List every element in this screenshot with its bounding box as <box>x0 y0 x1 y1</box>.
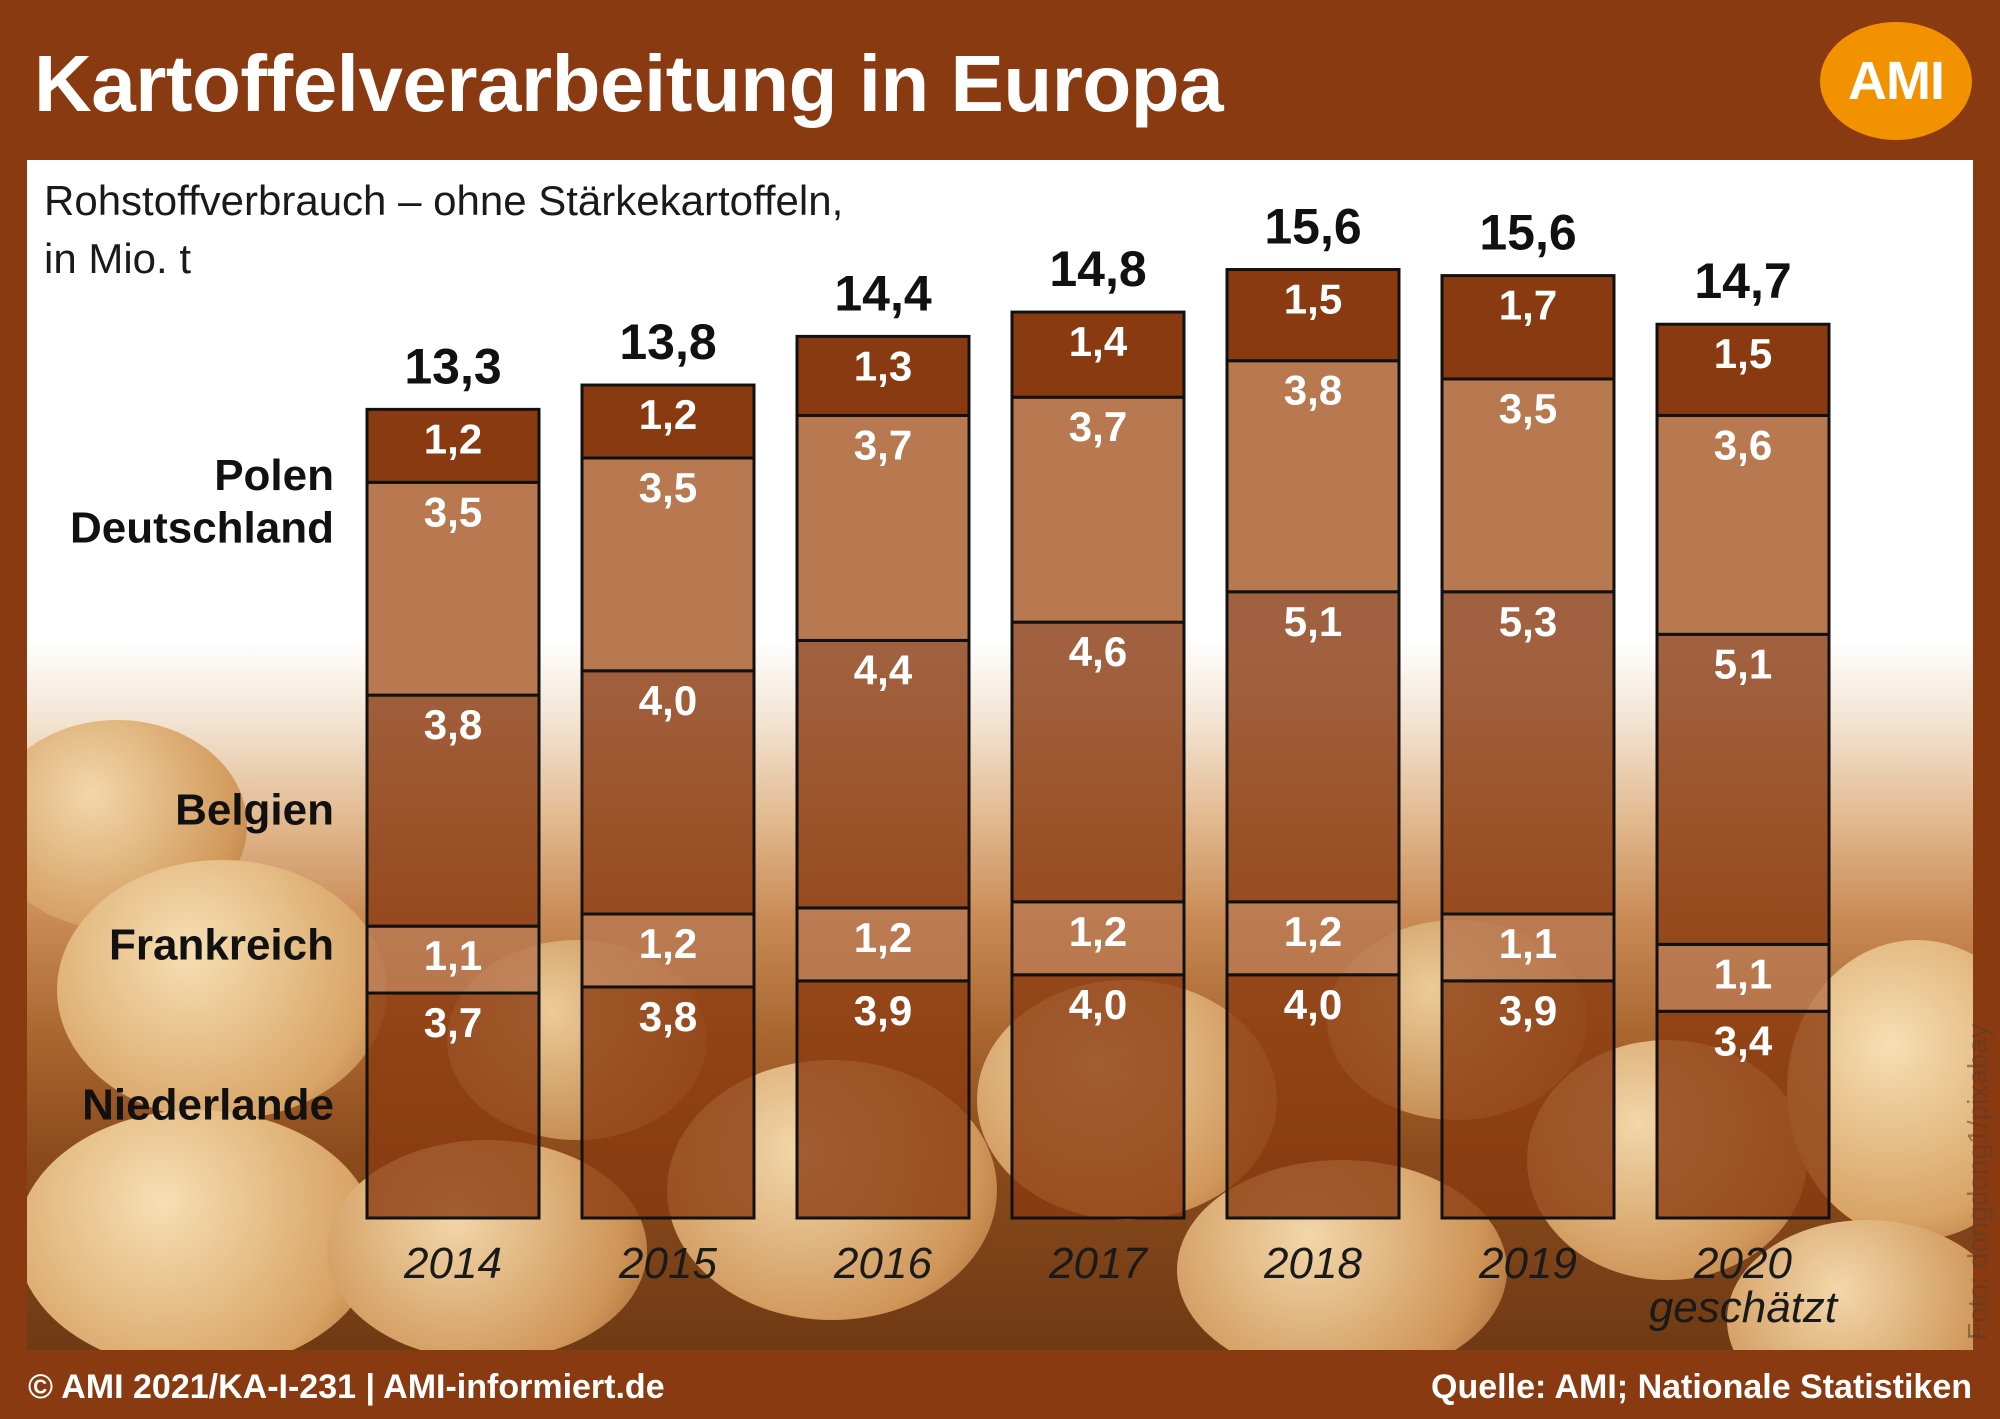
data-label: 1,2 <box>639 391 697 438</box>
bar-segment-polen-2020 <box>1655 322 1831 417</box>
data-label: 4,0 <box>639 677 697 724</box>
bar-segment-polen-2015 <box>580 383 756 460</box>
labels-layer: 3,7 1,1 3,8 3,5 1,2 13,3 2014 3,8 1,2 4,0 3,5 1,2 13… <box>70 199 1839 1332</box>
data-label: 4,0 <box>1284 981 1342 1028</box>
chart-title: Kartoffelverarbeitung in Europa <box>34 39 1224 128</box>
data-label: 1,2 <box>424 415 482 462</box>
bar-segment-belgien-2018 <box>1225 590 1401 904</box>
footer-copyright: © AMI 2021/KA-I-231 | AMI-informiert.de <box>28 1368 665 1406</box>
data-label: 3,8 <box>424 701 482 748</box>
data-label: 4,0 <box>1069 981 1127 1028</box>
data-label: 1,3 <box>854 342 912 389</box>
bar-segment-niederlande-2016 <box>795 979 971 1220</box>
data-label: 1,1 <box>1499 920 1557 967</box>
bar-segment-polen-2019 <box>1440 274 1616 381</box>
data-label: 4,6 <box>1069 628 1127 675</box>
bar-segment-polen-2018 <box>1225 268 1401 363</box>
data-label: 1,2 <box>1284 908 1342 955</box>
legend-label-polen: Polen <box>214 451 334 500</box>
subtitle-line-1: Rohstoffverbrauch – ohne Stärkekartoffel… <box>44 177 844 224</box>
chart-subtitle: Rohstoffverbrauch – ohne Stärkekartoffel… <box>44 172 843 288</box>
total-label: 14,4 <box>834 265 932 321</box>
bar-segment-niederlande-2018 <box>1225 973 1401 1220</box>
data-label: 3,9 <box>1499 987 1557 1034</box>
x-tick-label: 2015 <box>618 1239 717 1288</box>
bar-segment-polen-2016 <box>795 334 971 417</box>
data-label: 1,1 <box>424 932 482 979</box>
data-label: 1,5 <box>1714 330 1772 377</box>
total-label: 14,8 <box>1049 241 1146 297</box>
bar-segment-frankreich-2019 <box>1440 912 1616 983</box>
bar-segment-polen-2017 <box>1010 310 1186 399</box>
data-label: 3,7 <box>854 421 912 468</box>
data-label: 5,1 <box>1714 640 1772 687</box>
data-label: 3,7 <box>1069 403 1127 450</box>
bar-segment-deutschland-2018 <box>1225 359 1401 594</box>
total-label: 13,8 <box>619 314 716 370</box>
data-label: 3,5 <box>639 464 697 511</box>
subtitle-line-2: in Mio. t <box>44 235 192 282</box>
bar-segment-deutschland-2015 <box>580 456 756 673</box>
bar-segment-deutschland-2017 <box>1010 395 1186 624</box>
data-label: 3,8 <box>639 993 697 1040</box>
legend-label-niederlande: Niederlande <box>82 1081 334 1130</box>
x-tick-label: 2017 <box>1048 1239 1148 1288</box>
bar-segment-deutschland-2020 <box>1655 413 1831 636</box>
x-tick-label: 2014 <box>403 1239 502 1288</box>
bar-segment-polen-2014 <box>365 407 541 484</box>
x-tick-label: 2016 <box>833 1239 932 1288</box>
legend-label-deutschland: Deutschland <box>70 504 334 553</box>
total-label: 14,7 <box>1694 253 1791 309</box>
bar-segment-deutschland-2014 <box>365 480 541 697</box>
bar-segment-frankreich-2015 <box>580 912 756 989</box>
legend-label-frankreich: Frankreich <box>109 921 334 970</box>
bar-segment-belgien-2016 <box>795 638 971 910</box>
data-label: 3,6 <box>1714 421 1772 468</box>
data-label: 1,1 <box>1714 950 1772 997</box>
bar-segment-niederlande-2015 <box>580 985 756 1220</box>
bar-segment-belgien-2017 <box>1010 620 1186 904</box>
data-label: 3,7 <box>424 999 482 1046</box>
legend-label-belgien: Belgien <box>175 786 334 835</box>
total-label: 15,6 <box>1479 205 1576 261</box>
bar-segment-belgien-2015 <box>580 669 756 916</box>
data-label: 1,2 <box>639 920 697 967</box>
data-label: 1,4 <box>1069 318 1128 365</box>
bar-segment-niederlande-2014 <box>365 991 541 1220</box>
footer-source: Quelle: AMI; Nationale Statistiken <box>1431 1368 1972 1406</box>
data-label: 1,2 <box>854 914 912 961</box>
data-label: 3,9 <box>854 987 912 1034</box>
bar-segment-niederlande-2017 <box>1010 973 1186 1220</box>
data-label: 3,4 <box>1714 1017 1773 1064</box>
bar-segment-deutschland-2016 <box>795 413 971 642</box>
data-label: 5,1 <box>1284 598 1342 645</box>
chart-panel <box>27 160 1973 1350</box>
x-tick-label: 2018 <box>1263 1239 1362 1288</box>
data-label: 1,5 <box>1284 276 1342 323</box>
total-label: 13,3 <box>404 338 501 394</box>
bars-layer <box>365 268 1831 1220</box>
bar-segment-frankreich-2018 <box>1225 900 1401 977</box>
bar-segment-frankreich-2014 <box>365 924 541 995</box>
data-label: 3,8 <box>1284 367 1342 414</box>
potato-shape <box>57 860 387 1120</box>
data-label: 1,7 <box>1499 282 1557 329</box>
data-label: 1,2 <box>1069 908 1127 955</box>
total-label: 15,6 <box>1264 199 1361 255</box>
bar-segment-belgien-2014 <box>365 693 541 928</box>
data-label: 4,4 <box>854 646 913 693</box>
data-label: 3,5 <box>424 488 482 535</box>
data-label: 3,5 <box>1499 385 1557 432</box>
ami-logo: AMI <box>1820 22 1972 140</box>
bar-segment-frankreich-2017 <box>1010 900 1186 977</box>
potato-shape <box>27 1110 377 1350</box>
photo-credit: Foto: dongdong1/pixabay <box>1962 1023 1993 1340</box>
x-tick-note: geschätzt <box>1649 1283 1839 1332</box>
data-label: 5,3 <box>1499 598 1557 645</box>
header: Kartoffelverarbeitung in Europa AMI <box>0 0 2000 160</box>
x-tick-label: 2020 <box>1693 1239 1792 1288</box>
x-tick-label: 2019 <box>1478 1239 1577 1288</box>
